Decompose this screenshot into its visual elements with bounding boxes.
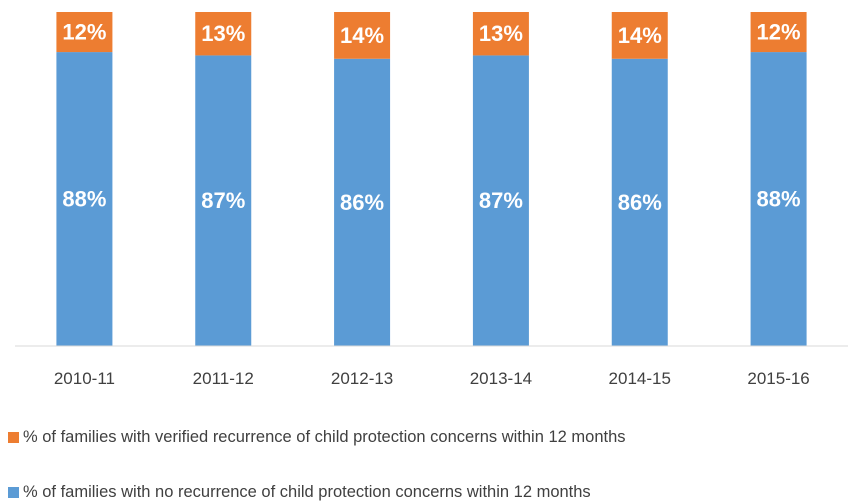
- label-no-recurrence-2013-14: 87%: [479, 188, 523, 213]
- value-labels-group: 88% 12% 87% 13% 86% 14% 87% 13% 86% 14% 88% 12%: [62, 20, 800, 215]
- bar-verified-recurrence-2013-14: [472, 12, 529, 56]
- x-tick-label-2014-15: 2014-15: [609, 369, 671, 388]
- legend-label-no-recurrence: % of families with no recurrence of chil…: [23, 483, 591, 501]
- label-verified-recurrence-2015-16: 12%: [757, 20, 801, 45]
- legend-swatch-orange: [8, 432, 19, 443]
- label-no-recurrence-2015-16: 88%: [757, 187, 801, 212]
- bar-no-recurrence-2011-12: [195, 55, 252, 347]
- bar-no-recurrence-2012-13: [334, 58, 391, 346]
- bar-no-recurrence-2015-16: [750, 52, 807, 347]
- bar-verified-recurrence-2015-16: [750, 12, 807, 53]
- x-axis-tick-labels: 2010-11 2011-12 2012-13 2013-14 2014-15 2015-…: [54, 369, 810, 388]
- x-tick-label-2012-13: 2012-13: [331, 369, 393, 388]
- x-tick-label-2010-11: 2010-11: [54, 369, 115, 388]
- label-verified-recurrence-2014-15: 14%: [618, 23, 662, 48]
- bars-group: [56, 12, 807, 347]
- bar-verified-recurrence-2014-15: [611, 12, 668, 59]
- label-verified-recurrence-2012-13: 14%: [340, 23, 384, 48]
- bar-no-recurrence-2014-15: [611, 58, 668, 346]
- label-no-recurrence-2012-13: 86%: [340, 190, 384, 215]
- bar-verified-recurrence-2012-13: [334, 12, 391, 59]
- label-no-recurrence-2014-15: 86%: [618, 190, 662, 215]
- legend-swatch-blue: [8, 487, 19, 498]
- bar-verified-recurrence-2011-12: [195, 12, 252, 56]
- label-verified-recurrence-2010-11: 12%: [62, 20, 106, 45]
- label-no-recurrence-2011-12: 87%: [201, 188, 245, 213]
- legend-item-no-recurrence: % of families with no recurrence of chil…: [8, 483, 591, 502]
- label-verified-recurrence-2013-14: 13%: [479, 21, 523, 46]
- bar-no-recurrence-2010-11: [56, 52, 113, 347]
- label-verified-recurrence-2011-12: 13%: [201, 21, 245, 46]
- x-tick-label-2015-16: 2015-16: [747, 369, 809, 388]
- legend-label-verified-recurrence: % of families with verified recurrence o…: [23, 428, 626, 446]
- bar-verified-recurrence-2010-11: [56, 12, 113, 53]
- x-tick-label-2011-12: 2011-12: [193, 369, 254, 388]
- bar-no-recurrence-2013-14: [472, 55, 529, 347]
- x-tick-label-2013-14: 2013-14: [470, 369, 532, 388]
- label-no-recurrence-2010-11: 88%: [62, 187, 106, 212]
- legend-item-verified-recurrence: % of families with verified recurrence o…: [8, 428, 626, 447]
